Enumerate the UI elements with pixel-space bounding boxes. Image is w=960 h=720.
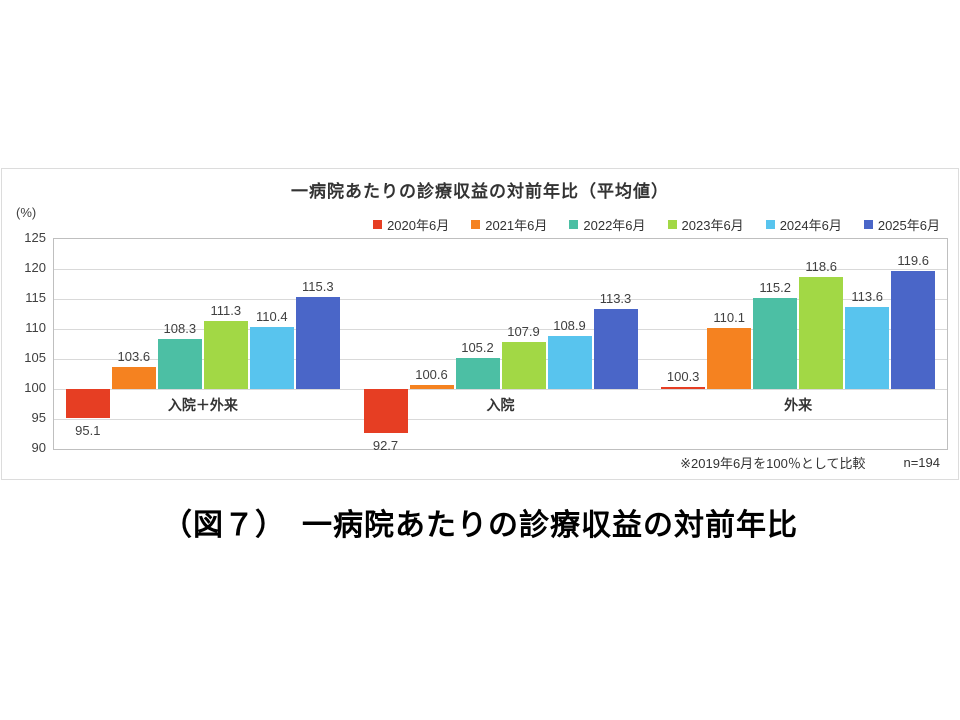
bar-外来-2022年6月: [753, 297, 798, 389]
chart-panel: 一病院あたりの診療収益の対前年比（平均値） (%) 2020年6月 2021年6月…: [1, 168, 959, 480]
bar-入院-2022年6月: [455, 357, 500, 389]
legend-item-2024年6月: 2024年6月: [765, 215, 842, 234]
bar-外来-2025年6月: [891, 271, 936, 389]
bar-外来-2023年6月: [799, 277, 844, 389]
bar-入院-2021年6月: [409, 385, 454, 389]
category-label-入院＋外来: 入院＋外来: [167, 397, 238, 413]
legend-label: 2022年6月: [583, 218, 646, 233]
bar-value-label: 115.3: [302, 279, 334, 295]
y-axis-tick-label: 95: [31, 410, 46, 425]
bar-外来-2020年6月: [661, 387, 706, 389]
legend-label: 2025年6月: [877, 218, 940, 233]
gridline: [54, 389, 947, 390]
bar-入院-2023年6月: [501, 341, 546, 389]
legend-item-2025年6月: 2025年6月: [863, 215, 940, 234]
legend-item-2020年6月: 2020年6月: [373, 215, 449, 234]
gridline: [54, 299, 947, 300]
legend-swatch-icon: [863, 220, 873, 229]
bar-入院＋外来-2025年6月: [295, 297, 340, 389]
bar-value-label: 110.4: [256, 308, 288, 324]
legend-item-2023年6月: 2023年6月: [667, 215, 744, 234]
bar-value-label: 110.1: [713, 310, 745, 326]
gridline: [54, 269, 947, 270]
bar-value-label: 119.6: [897, 253, 929, 269]
legend-swatch-icon: [569, 220, 579, 229]
bar-value-label: 100.3: [666, 369, 700, 385]
bar-入院＋外来-2022年6月: [157, 339, 202, 389]
bar-外来-2021年6月: [707, 328, 752, 389]
y-axis-tick-label: 125: [24, 230, 46, 245]
bar-value-label: 111.3: [210, 303, 242, 319]
legend-swatch-icon: [471, 220, 481, 229]
bar-入院＋外来-2021年6月: [111, 367, 156, 389]
bar-value-label: 105.2: [461, 339, 494, 355]
category-label-入院: 入院: [486, 397, 515, 413]
bar-入院＋外来-2023年6月: [203, 321, 248, 389]
bar-入院-2025年6月: [593, 309, 638, 389]
bar-入院-2024年6月: [547, 335, 592, 389]
legend-swatch-icon: [373, 220, 383, 229]
legend-label: 2023年6月: [681, 218, 744, 233]
y-axis-tick-label: 90: [31, 440, 46, 455]
y-axis-tick-label: 100: [24, 380, 46, 395]
bar-value-label: 113.6: [851, 289, 883, 305]
legend-label: 2024年6月: [779, 218, 842, 233]
footnote-row: ※2019年6月を100％として比較 n=194: [680, 453, 940, 472]
bar-value-label: 92.7: [372, 437, 399, 453]
y-axis-tick-label: 110: [25, 320, 46, 335]
bar-value-label: 95.1: [75, 423, 101, 439]
gridline: [54, 419, 947, 420]
figure-caption: （図７） 一病院あたりの診療収益の対前年比: [162, 509, 798, 542]
chart-title: 一病院あたりの診療収益の対前年比（平均値）: [291, 182, 669, 201]
bar-value-label: 108.9: [553, 317, 586, 333]
y-axis-unit-label: (%): [16, 205, 37, 220]
legend-swatch-icon: [667, 220, 677, 229]
gridline: [54, 359, 947, 360]
bar-外来-2024年6月: [845, 307, 890, 389]
bar-value-label: 108.3: [163, 321, 197, 337]
y-axis-tick-label: 120: [24, 260, 46, 275]
plot-area: 95.1 103.6 108.3 111.3 110.4 115.3 入院＋外来 92.7 10…: [53, 238, 948, 453]
bar-value-label: 115.2: [759, 279, 791, 295]
category-label-外来: 外来: [784, 397, 813, 413]
bar-value-label: 118.6: [805, 259, 837, 275]
bar-入院＋外来-2024年6月: [249, 326, 294, 389]
bar-入院-2020年6月: [363, 389, 408, 433]
y-axis-tick-label: 115: [25, 290, 46, 305]
bar-value-label: 103.6: [117, 349, 151, 365]
legend-label: 2020年6月: [387, 218, 450, 233]
legend-label: 2021年6月: [485, 218, 548, 233]
y-axis-tick-label: 105: [24, 350, 46, 365]
bar-入院＋外来-2020年6月: [65, 389, 110, 419]
bar-value-label: 100.6: [415, 367, 448, 383]
gridline: [54, 329, 947, 330]
bar-value-label: 107.9: [507, 323, 540, 339]
legend-swatch-icon: [765, 220, 775, 229]
chart-legend: 2020年6月 2021年6月 2022年6月 2023年6月 2024年6月 2025年…: [373, 215, 940, 234]
legend-item-2021年6月: 2021年6月: [471, 215, 547, 234]
legend-item-2022年6月: 2022年6月: [569, 215, 646, 234]
comparison-footnote: ※2019年6月を100％として比較: [680, 456, 866, 471]
sample-size-label: n=194: [903, 455, 940, 470]
bar-value-label: 113.3: [599, 291, 632, 307]
